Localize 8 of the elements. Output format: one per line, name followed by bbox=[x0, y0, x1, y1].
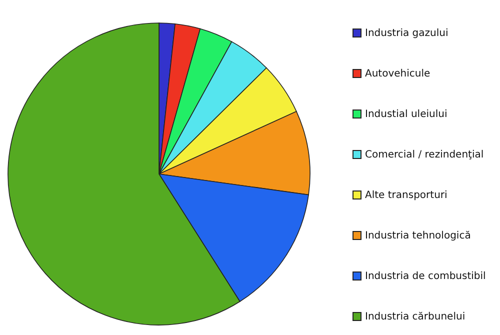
legend-label: Industria cărbunelui bbox=[365, 312, 466, 322]
legend-label: Alte transporturi bbox=[365, 190, 448, 201]
legend-label: Industria de combustibil bbox=[365, 271, 486, 282]
legend-label: Industria gazului bbox=[365, 28, 448, 39]
legend-label: Industria tehnologică bbox=[365, 230, 471, 242]
legend-label: Autovehicule bbox=[365, 68, 430, 80]
legend-label: Industial uleiului bbox=[365, 109, 448, 120]
legend-label: Comercial / rezindenţial bbox=[365, 150, 484, 160]
